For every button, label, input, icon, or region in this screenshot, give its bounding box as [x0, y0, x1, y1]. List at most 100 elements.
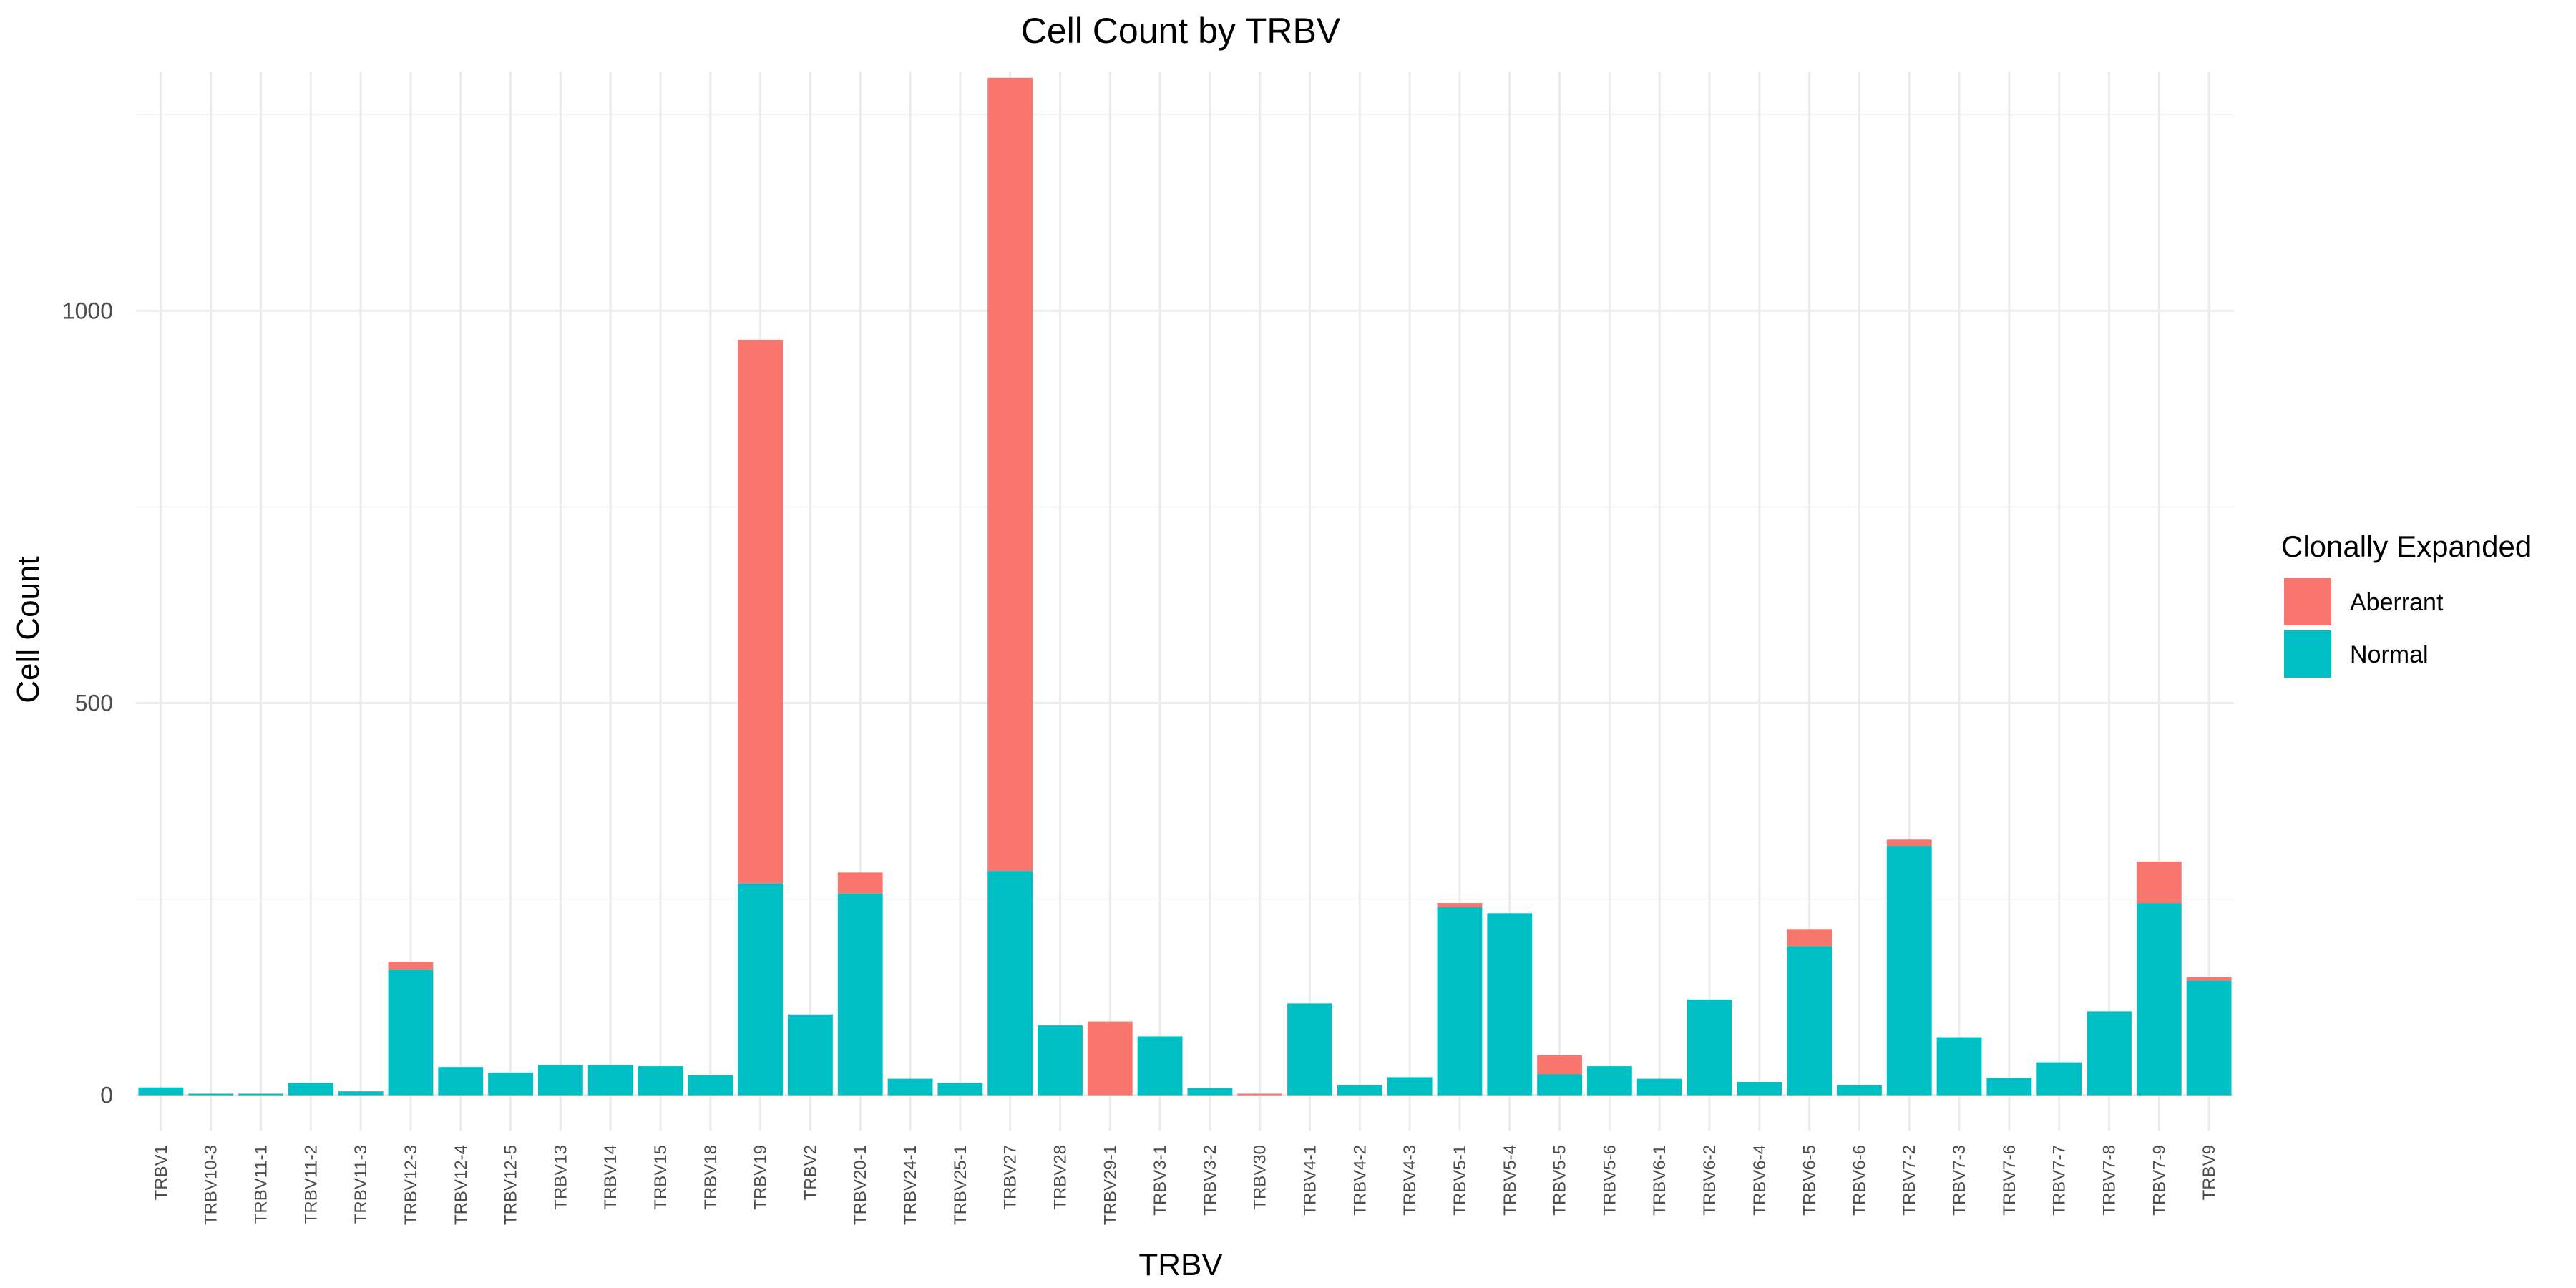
- x-tick-label: TRBV10-3: [202, 1145, 221, 1225]
- bar-normal-TRBV6-2: [1687, 999, 1732, 1096]
- x-tick-label: TRBV12-3: [401, 1145, 421, 1225]
- bar-normal-TRBV7-9: [2136, 903, 2182, 1096]
- x-tick-label: TRBV13: [551, 1145, 570, 1210]
- bar-aberrant-TRBV9: [2186, 977, 2232, 981]
- x-tick-label: TRBV11-2: [301, 1145, 321, 1224]
- legend-swatch-normal: [2284, 630, 2331, 678]
- bar-normal-TRBV12-4: [438, 1067, 484, 1096]
- bar-aberrant-TRBV6-5: [1787, 929, 1833, 947]
- bar-normal-TRBV7-2: [1886, 846, 1932, 1096]
- bar-normal-TRBV11-1: [238, 1093, 283, 1096]
- x-axis-title: TRBV: [1138, 1247, 1223, 1282]
- x-tick-label: TRBV11-1: [252, 1145, 271, 1224]
- bar-normal-TRBV24-1: [887, 1078, 933, 1096]
- x-tick-label: TRBV12-5: [502, 1145, 521, 1225]
- x-tick-label: TRBV7-6: [2000, 1145, 2019, 1216]
- x-tick-label: TRBV28: [1050, 1145, 1070, 1210]
- bar-normal-TRBV15: [638, 1066, 683, 1096]
- y-tick-label: 1000: [62, 298, 113, 323]
- bar-normal-TRBV6-1: [1636, 1078, 1682, 1096]
- x-tick-label: TRBV6-2: [1700, 1145, 1719, 1216]
- x-tick-label: TRBV6-1: [1650, 1145, 1669, 1216]
- bar-aberrant-TRBV27: [987, 77, 1033, 872]
- bar-normal-TRBV12-5: [488, 1072, 533, 1096]
- bar-aberrant-TRBV7-2: [1886, 839, 1932, 847]
- bar-normal-TRBV7-8: [2087, 1011, 2132, 1096]
- x-tick-label: TRBV1: [152, 1145, 171, 1200]
- bar-normal-TRBV4-1: [1287, 1003, 1332, 1096]
- bar-normal-TRBV3-1: [1137, 1036, 1183, 1096]
- bar-normal-TRBV27: [987, 871, 1033, 1096]
- x-tick-label: TRBV5-6: [1600, 1145, 1619, 1216]
- legend: Clonally Expanded Aberrant Normal: [2281, 530, 2532, 678]
- x-tick-label: TRBV4-2: [1350, 1145, 1370, 1216]
- bar-normal-TRBV9: [2186, 980, 2232, 1096]
- bar-normal-TRBV4-3: [1387, 1077, 1433, 1096]
- bar-normal-TRBV7-6: [1986, 1078, 2032, 1096]
- x-tick-label: TRBV11-3: [351, 1145, 371, 1224]
- bar-normal-TRBV14: [587, 1064, 633, 1096]
- x-tick-label: TRBV6-4: [1750, 1145, 1770, 1216]
- x-tick-label: TRBV24-1: [901, 1145, 920, 1225]
- x-tick-label: TRBV5-4: [1501, 1145, 1520, 1216]
- x-axis-ticks: TRBV1 TRBV10-3 TRBV11-1 TRBV11-2 TRBV11-3 TRB…: [152, 1145, 2219, 1225]
- bar-normal-TRBV6-5: [1787, 946, 1833, 1096]
- legend-label-normal: Normal: [2350, 641, 2429, 668]
- bar-aberrant-TRBV20-1: [837, 872, 883, 894]
- x-tick-label: TRBV12-4: [452, 1145, 471, 1225]
- bar-normal-TRBV1: [138, 1087, 184, 1096]
- bar-normal-TRBV5-6: [1586, 1066, 1632, 1096]
- bars-layer: [138, 77, 2232, 1096]
- bar-aberrant-TRBV29-1: [1087, 1021, 1133, 1096]
- x-tick-label: TRBV3-1: [1151, 1145, 1170, 1216]
- x-tick-label: TRBV2: [801, 1145, 820, 1200]
- bar-normal-TRBV28: [1038, 1025, 1083, 1096]
- bar-aberrant-TRBV5-5: [1537, 1055, 1582, 1075]
- legend-swatch-aberrant: [2284, 578, 2331, 625]
- y-tick-label: 0: [100, 1083, 113, 1108]
- bar-normal-TRBV18: [688, 1075, 733, 1096]
- bar-normal-TRBV6-4: [1737, 1082, 1782, 1096]
- bar-aberrant-TRBV30: [1237, 1093, 1283, 1096]
- bar-normal-TRBV4-2: [1337, 1085, 1382, 1096]
- x-tick-label: TRBV4-3: [1400, 1145, 1420, 1216]
- x-tick-label: TRBV3-2: [1201, 1145, 1220, 1216]
- x-tick-label: TRBV6-6: [1850, 1145, 1869, 1216]
- x-tick-label: TRBV19: [751, 1145, 771, 1210]
- bar-normal-TRBV10-3: [188, 1093, 234, 1096]
- x-tick-label: TRBV6-5: [1800, 1145, 1820, 1216]
- bar-normal-TRBV11-2: [288, 1083, 333, 1096]
- legend-title: Clonally Expanded: [2281, 530, 2532, 563]
- x-tick-label: TRBV20-1: [851, 1145, 870, 1225]
- bar-normal-TRBV25-1: [937, 1083, 983, 1096]
- x-tick-label: TRBV7-9: [2150, 1145, 2169, 1216]
- x-tick-label: TRBV27: [1001, 1145, 1020, 1210]
- bar-normal-TRBV5-1: [1437, 907, 1483, 1096]
- x-tick-label: TRBV15: [651, 1145, 670, 1210]
- bar-normal-TRBV7-7: [2036, 1062, 2082, 1096]
- x-tick-label: TRBV4-1: [1301, 1145, 1320, 1216]
- bar-aberrant-TRBV7-9: [2136, 861, 2182, 904]
- x-tick-label: TRBV7-8: [2099, 1145, 2119, 1216]
- bar-normal-TRBV2: [788, 1014, 833, 1096]
- x-tick-label: TRBV18: [701, 1145, 721, 1210]
- x-tick-label: TRBV25-1: [951, 1145, 970, 1225]
- bar-normal-TRBV6-6: [1837, 1085, 1882, 1096]
- x-tick-label: TRBV9: [2200, 1145, 2219, 1200]
- x-tick-label: TRBV29-1: [1101, 1145, 1120, 1225]
- bar-aberrant-TRBV19: [738, 339, 784, 884]
- bar-normal-TRBV19: [738, 883, 784, 1096]
- bar-normal-TRBV13: [537, 1064, 583, 1096]
- bar-normal-TRBV12-3: [388, 970, 434, 1096]
- x-tick-label: TRBV5-1: [1450, 1145, 1470, 1216]
- x-tick-label: TRBV5-5: [1551, 1145, 1570, 1216]
- legend-label-aberrant: Aberrant: [2350, 589, 2444, 616]
- y-axis-ticks: 0 500 1000: [62, 298, 113, 1108]
- y-axis-title: Cell Count: [11, 556, 46, 703]
- x-tick-label: TRBV7-3: [1950, 1145, 1969, 1216]
- x-tick-label: TRBV30: [1251, 1145, 1270, 1210]
- chart-title: Cell Count by TRBV: [1021, 11, 1341, 51]
- x-tick-label: TRBV14: [601, 1145, 620, 1210]
- x-tick-label: TRBV7-7: [2050, 1145, 2069, 1216]
